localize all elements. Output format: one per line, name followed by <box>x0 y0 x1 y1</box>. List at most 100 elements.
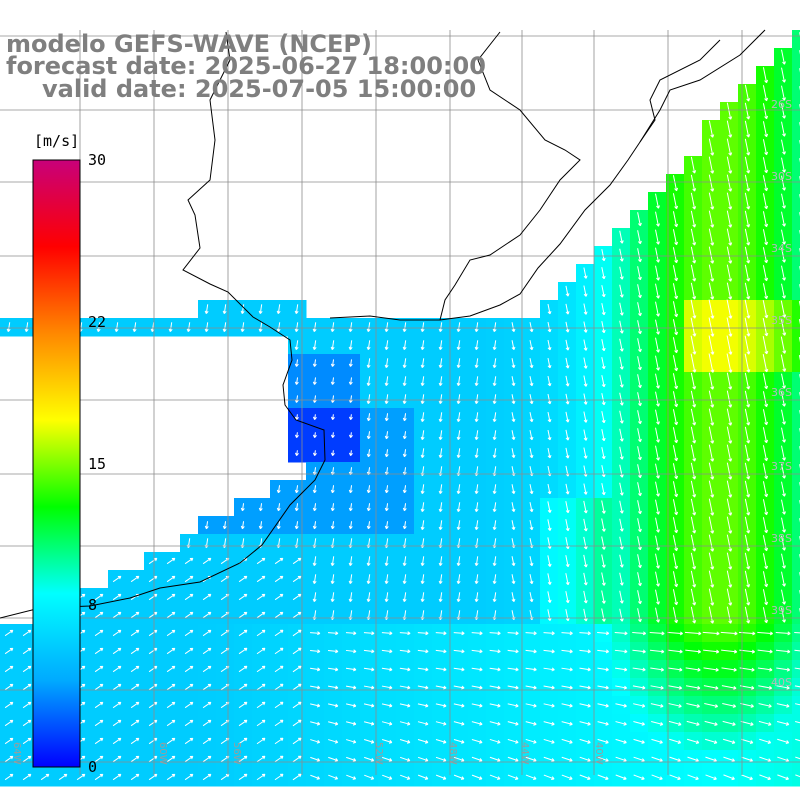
wind-arrow <box>130 665 140 673</box>
wind-arrow <box>112 647 122 655</box>
wind-arrow <box>655 247 660 263</box>
wind-arrow <box>94 701 104 709</box>
wind-arrow <box>274 683 284 691</box>
wind-arrow <box>757 631 773 636</box>
wind-arrow <box>327 667 339 672</box>
wind-arrow <box>328 756 339 762</box>
uruguay-brazil-coastline <box>329 29 766 321</box>
wind-cell <box>792 156 800 175</box>
wind-arrow <box>330 592 335 602</box>
wind-arrow <box>402 322 407 332</box>
wind-arrow <box>781 103 786 119</box>
wind-arrow <box>4 755 14 763</box>
wind-arrow <box>330 414 335 420</box>
wind-arrow <box>6 322 11 332</box>
wind-arrow <box>583 303 588 315</box>
wind-arrow <box>757 649 773 654</box>
wind-arrow <box>384 340 389 350</box>
wind-arrow <box>525 738 537 744</box>
wind-arrow <box>744 426 751 444</box>
wind-arrow <box>708 390 715 408</box>
wind-arrow <box>202 593 212 601</box>
wind-arrow <box>348 485 353 494</box>
wind-arrow <box>348 450 353 456</box>
wind-arrow <box>781 391 786 407</box>
wind-arrow <box>492 592 497 603</box>
wind-arrow <box>474 322 479 332</box>
latitude-label: 39S <box>771 604 792 617</box>
wind-arrow <box>781 463 786 479</box>
wind-arrow <box>721 685 737 690</box>
wind-arrow <box>274 719 284 727</box>
wind-cell <box>792 66 800 85</box>
wind-arrow <box>744 444 751 462</box>
wind-arrow <box>781 67 786 83</box>
wind-arrow <box>726 299 733 319</box>
wind-arrow <box>565 591 570 604</box>
wind-arrow <box>511 448 516 459</box>
wind-arrow <box>364 774 375 780</box>
wind-arrow <box>258 304 263 314</box>
wind-arrow <box>256 665 266 673</box>
wind-arrow <box>777 756 790 763</box>
wind-arrow <box>366 485 371 494</box>
wind-arrow <box>184 701 194 709</box>
wind-arrow <box>744 498 751 516</box>
wind-arrow <box>744 516 751 534</box>
wind-arrow <box>453 685 465 690</box>
wind-arrow <box>579 667 591 672</box>
wind-arrow <box>312 574 317 584</box>
wind-arrow <box>112 719 122 727</box>
wind-arrow <box>672 571 679 588</box>
latitude-label: 36S <box>771 386 792 399</box>
wind-arrow <box>615 738 627 744</box>
wind-arrow <box>381 739 393 744</box>
wind-arrow <box>690 408 697 426</box>
wind-arrow <box>420 502 425 512</box>
wind-arrow <box>453 631 465 636</box>
wind-arrow <box>420 430 425 440</box>
wind-arrow <box>619 410 624 424</box>
valid-date: valid date: 2025-07-05 15:00:00 <box>42 75 477 103</box>
wind-arrow <box>489 649 501 654</box>
wind-arrow <box>619 446 624 460</box>
wind-arrow <box>276 503 281 512</box>
wind-arrow <box>672 247 679 264</box>
wind-arrow <box>690 390 697 408</box>
wind-arrow <box>420 520 425 530</box>
wind-arrow <box>672 553 679 570</box>
wind-arrow <box>547 339 552 351</box>
wind-arrow <box>601 303 606 316</box>
wind-arrow <box>565 429 570 441</box>
wind-arrow <box>364 756 375 762</box>
wind-arrow <box>417 756 429 762</box>
wind-arrow <box>565 285 570 297</box>
latitude-label: 40S <box>771 676 792 689</box>
wind-arrow <box>489 667 501 672</box>
wind-arrow <box>726 516 733 534</box>
wind-arrow <box>583 518 588 532</box>
wind-arrow <box>438 484 443 494</box>
wind-arrow <box>781 139 786 155</box>
wind-arrow <box>292 665 302 673</box>
wind-arrow <box>112 683 122 691</box>
wind-arrow <box>690 588 697 606</box>
wind-arrow <box>668 703 682 708</box>
wind-arrow <box>651 756 663 762</box>
wind-arrow <box>744 317 751 337</box>
wind-arrow <box>565 447 570 459</box>
wind-arrow <box>492 358 497 369</box>
wind-arrow <box>529 448 534 459</box>
wind-arrow <box>655 391 660 407</box>
wind-arrow <box>346 756 357 762</box>
wind-arrow <box>762 373 769 390</box>
wind-arrow <box>619 374 624 388</box>
wind-arrow <box>456 430 461 440</box>
wind-arrow <box>704 720 718 726</box>
wind-arrow <box>366 358 371 368</box>
wind-arrow <box>489 756 501 762</box>
wind-arrow <box>471 631 483 636</box>
wind-arrow <box>744 264 751 282</box>
wind-arrow <box>438 412 443 422</box>
wind-arrow <box>690 335 697 355</box>
